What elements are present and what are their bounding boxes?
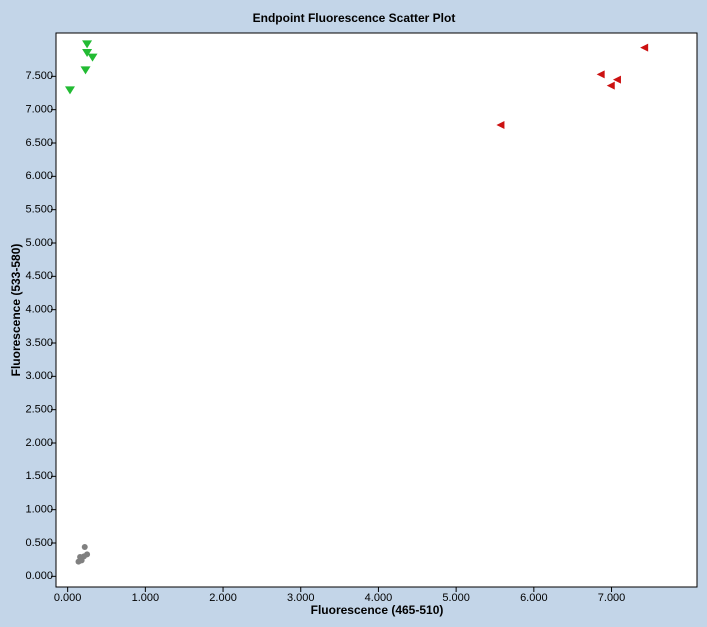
y-tick-label: 2.000 xyxy=(25,437,53,449)
plot-area xyxy=(55,32,698,588)
point xyxy=(81,544,88,550)
x-tick-label: 1.000 xyxy=(132,592,160,604)
chart-title: Endpoint Fluorescence Scatter Plot xyxy=(253,11,456,25)
x-tick-label: 4.000 xyxy=(365,592,393,604)
x-tick-label: 5.000 xyxy=(442,592,470,604)
y-tick-label: 2.500 xyxy=(25,404,53,416)
point xyxy=(82,40,93,49)
point xyxy=(75,558,82,565)
y-tick-label: 3.500 xyxy=(25,337,53,349)
y-tick-label: 5.000 xyxy=(25,237,53,249)
point xyxy=(612,75,621,84)
x-tick-label: 6.000 xyxy=(520,592,548,604)
y-tick-label: 1.500 xyxy=(25,470,53,482)
y-tick-label: 3.000 xyxy=(25,370,53,382)
x-tick-label: 7.000 xyxy=(598,592,626,604)
x-tick-label: 0.000 xyxy=(54,592,82,604)
y-tick-label: 7.000 xyxy=(25,104,53,116)
y-tick-label: 1.000 xyxy=(25,504,53,516)
y-tick-label: 0.500 xyxy=(25,537,53,549)
x-tick-label: 3.000 xyxy=(287,592,315,604)
y-tick-label: 0.000 xyxy=(25,570,53,582)
y-tick-label: 6.500 xyxy=(25,137,53,149)
point xyxy=(64,86,75,95)
y-axis-label: Fluorescence (533-580) xyxy=(9,244,23,377)
point xyxy=(496,121,505,129)
point xyxy=(80,66,91,75)
y-tick-label: 4.500 xyxy=(25,270,53,282)
point xyxy=(80,553,87,560)
point xyxy=(87,53,98,62)
point xyxy=(606,81,615,90)
x-tick-label: 2.000 xyxy=(209,592,237,604)
y-tick-label: 4.000 xyxy=(25,304,53,316)
y-tick-label: 5.500 xyxy=(25,204,53,216)
point xyxy=(596,70,605,79)
y-tick-label: 7.500 xyxy=(25,70,53,82)
point xyxy=(640,43,649,52)
x-axis-label: Fluorescence (465-510) xyxy=(311,603,444,617)
point xyxy=(82,49,93,57)
y-tick-label: 6.000 xyxy=(25,170,53,182)
